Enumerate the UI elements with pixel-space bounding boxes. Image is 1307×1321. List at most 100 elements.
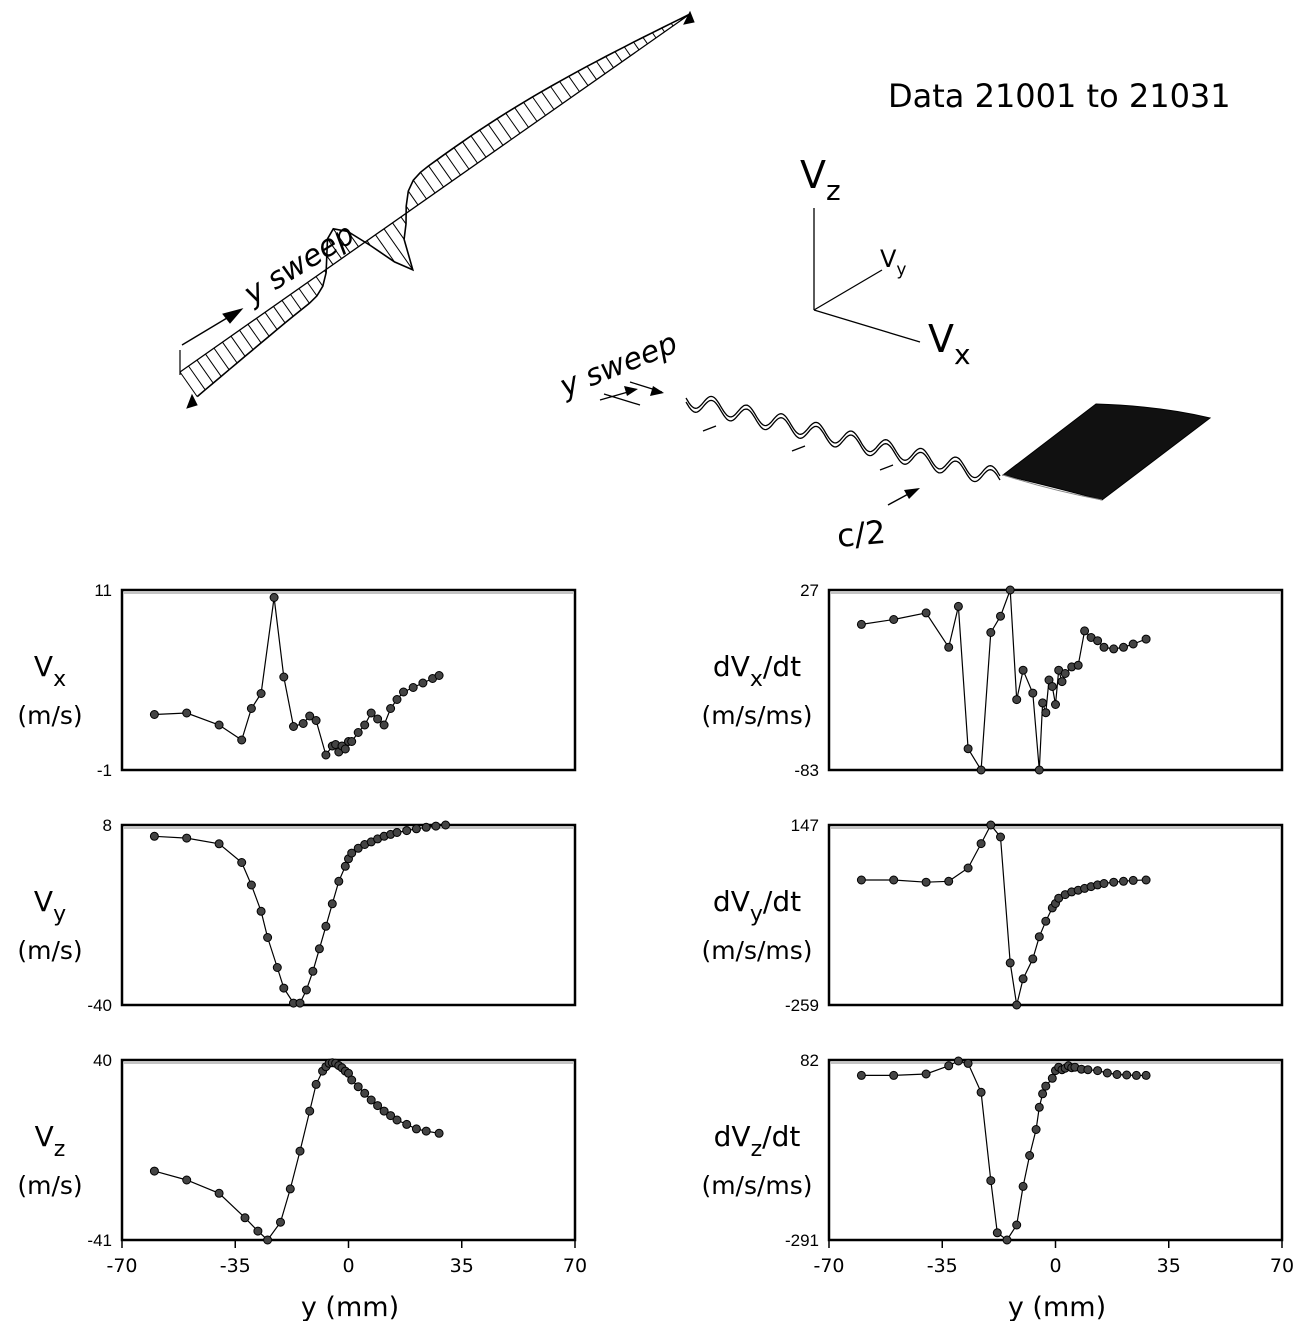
data-point: [263, 933, 273, 942]
data-point: [411, 1124, 421, 1134]
x-tick-label: 70: [1270, 1255, 1294, 1277]
y-axis-unit: (m/s): [17, 701, 82, 730]
data-point: [921, 1069, 931, 1079]
data-point: [182, 1175, 192, 1185]
chart-dvz: 82 -291 dVz/dt (m/s/ms) -70 -35 0 35 70: [701, 1051, 1294, 1277]
y-axis-label: dVz/dt: [714, 1120, 801, 1162]
data-point: [298, 719, 308, 728]
data-point: [889, 1070, 899, 1080]
ribbon-baseline: [179, 13, 691, 373]
data-point: [953, 601, 963, 611]
triad-vz-label: Vz: [800, 153, 841, 207]
data-point: [1031, 1125, 1041, 1134]
data-point: [1112, 1070, 1122, 1079]
plot-frame: [120, 1058, 577, 1242]
data-point: [149, 831, 159, 841]
data-point: [921, 608, 931, 618]
data-point: [392, 1115, 402, 1125]
plot-frame: [827, 588, 1284, 772]
data-point: [353, 1082, 363, 1092]
data-point: [1028, 688, 1038, 698]
data-point: [1119, 876, 1128, 886]
y-tick-top: 82: [800, 1051, 819, 1070]
wake-helix-line-b: [685, 399, 1001, 483]
ribbon-velocity-curve: [196, 13, 691, 398]
data-point: [921, 877, 931, 887]
y-axis-unit: (m/s): [17, 936, 82, 965]
y-tick-bottom: -1: [97, 761, 112, 780]
data-point: [1005, 958, 1015, 968]
data-point: [386, 704, 396, 713]
data-point: [379, 720, 389, 730]
data-point: [1060, 669, 1070, 678]
data-point: [1057, 677, 1067, 687]
y-tick-top: 147: [791, 816, 819, 835]
plot-frame: [827, 823, 1284, 1007]
data-point: [1093, 636, 1103, 646]
plot-frame: [827, 1058, 1284, 1242]
x-tick-label: -70: [813, 1255, 844, 1277]
data-point: [392, 695, 402, 704]
y-axis-label: Vy: [34, 885, 66, 927]
data-point: [889, 615, 899, 624]
data-point: [944, 1061, 954, 1071]
data-point: [347, 1075, 357, 1085]
data-point: [353, 843, 363, 853]
y-tick-top: 8: [103, 816, 112, 835]
data-point: [1109, 877, 1119, 887]
data-point: [1012, 695, 1022, 705]
y-tick-bottom: -83: [794, 761, 819, 780]
y-axis-label: dVx/dt: [713, 650, 801, 692]
data-point: [1051, 700, 1060, 709]
data-point: [392, 828, 402, 837]
data-point: [263, 1235, 273, 1245]
data-point: [379, 1106, 389, 1116]
data-point: [856, 875, 866, 885]
data-point: [1025, 1151, 1035, 1160]
data-point: [1141, 875, 1151, 885]
data-point: [240, 1213, 250, 1223]
data-point: [856, 1070, 866, 1080]
data-point: [434, 671, 444, 680]
data-point: [1041, 916, 1051, 926]
series-line: [861, 823, 1147, 1006]
y-tick-bottom: -291: [785, 1231, 819, 1250]
data-point: [295, 998, 305, 1008]
sweep-arrowhead-2c-icon: [650, 386, 664, 396]
data-point: [237, 735, 247, 745]
data-point: [1122, 1070, 1132, 1080]
data-point: [360, 1088, 370, 1098]
data-point: [1119, 642, 1128, 652]
data-point: [1128, 639, 1138, 649]
series-line: [154, 824, 446, 1004]
x-axis-title-left: y (mm): [301, 1292, 399, 1321]
data-point: [289, 722, 298, 731]
data-point: [986, 820, 996, 830]
data-point: [1018, 1181, 1028, 1191]
series-line: [154, 597, 440, 757]
data-point: [246, 704, 256, 713]
data-point: [182, 708, 192, 718]
series-line: [861, 1060, 1147, 1241]
data-point: [214, 1188, 224, 1198]
ribbon-diagram: [179, 10, 695, 409]
y-axis-unit: (m/s/ms): [701, 701, 812, 730]
data-point: [1099, 879, 1109, 888]
y-tick-top: 40: [93, 1051, 112, 1070]
chord-label: c/2: [835, 513, 887, 555]
data-point: [295, 1146, 305, 1156]
data-point: [253, 1226, 263, 1236]
data-point: [214, 720, 224, 730]
x-tick-label: -35: [220, 1255, 251, 1277]
data-point: [301, 985, 311, 995]
data-point: [279, 672, 289, 682]
data-point: [986, 628, 996, 637]
data-point: [1034, 1102, 1044, 1112]
data-point: [992, 1228, 1002, 1238]
y-axis-unit: (m/s/ms): [701, 1171, 812, 1200]
data-point: [276, 1217, 285, 1227]
vy-axis-line: [813, 269, 883, 311]
data-point: [1034, 932, 1044, 942]
x-tick-label: 0: [1049, 1255, 1061, 1277]
data-point: [1005, 585, 1015, 595]
